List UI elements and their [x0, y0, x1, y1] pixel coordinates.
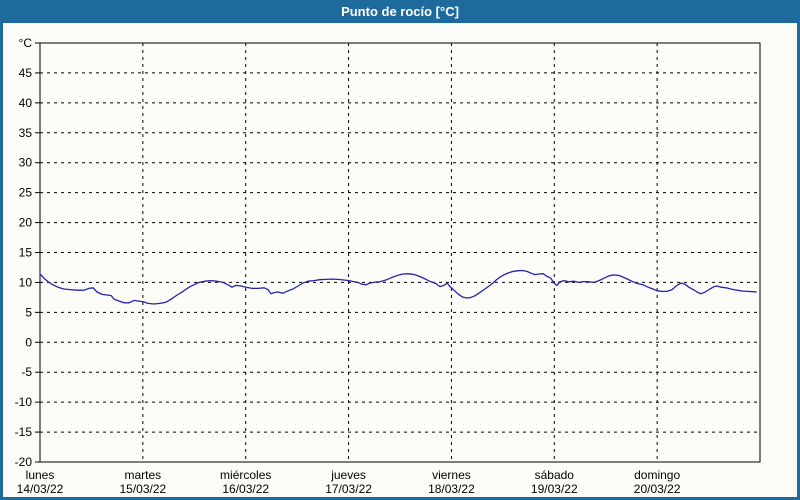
day-date-label: 14/03/22 [17, 482, 64, 496]
y-tick-label: 25 [19, 186, 33, 200]
y-tick-label: -5 [21, 365, 32, 379]
day-name-label: viernes [432, 468, 471, 482]
chart-area: °C 45 40 35 30 25 20 15 10 5 0 -5 -10 -15 -20 lunes 14/0… [3, 23, 797, 497]
y-tick-label: 45 [19, 66, 33, 80]
y-tick-label: 10 [19, 275, 33, 289]
y-tick-label: -20 [15, 455, 33, 469]
day-name-label: domingo [634, 468, 680, 482]
y-tick-label: 30 [19, 156, 33, 170]
day-name-label: martes [125, 468, 162, 482]
y-tick-label: 0 [25, 335, 32, 349]
y-tick-label: -15 [15, 425, 33, 439]
day-name-label: sábado [535, 468, 575, 482]
day-date-label: 19/03/22 [531, 482, 578, 496]
day-name-label: lunes [26, 468, 55, 482]
y-tick-label: 5 [25, 305, 32, 319]
day-date-label: 17/03/22 [325, 482, 372, 496]
dewpoint-line [39, 269, 757, 305]
day-name-label: jueves [330, 468, 366, 482]
day-name-label: miércoles [220, 468, 271, 482]
day-date-label: 18/03/22 [428, 482, 475, 496]
title-bar: Punto de rocío [°C] [0, 0, 800, 23]
day-date-label: 20/03/22 [634, 482, 681, 496]
chart-title: Punto de rocío [°C] [341, 4, 459, 19]
y-tick-label: -10 [15, 395, 33, 409]
day-date-label: 15/03/22 [119, 482, 166, 496]
y-tick-label: 35 [19, 126, 33, 140]
y-tick-label: 15 [19, 246, 33, 260]
y-tick-label: 20 [19, 216, 33, 230]
y-tick-label: °C [19, 36, 33, 50]
dewpoint-chart: °C 45 40 35 30 25 20 15 10 5 0 -5 -10 -15 -20lunes14/0… [15, 36, 761, 496]
day-date-label: 16/03/22 [222, 482, 269, 496]
y-tick-label: 40 [19, 96, 33, 110]
